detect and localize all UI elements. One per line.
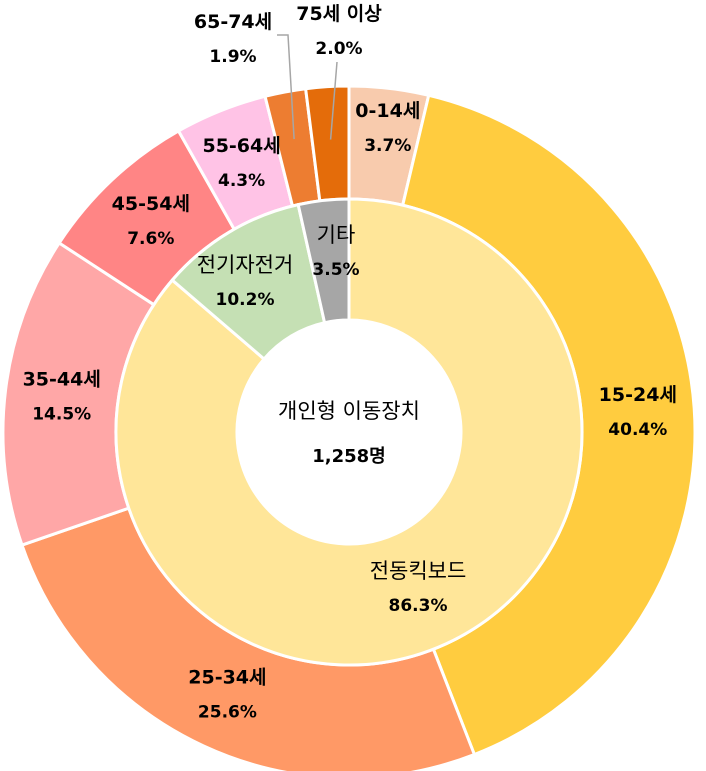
inner-value-item-2: 3.5%: [312, 260, 359, 280]
inner-value-item-1: 10.2%: [216, 290, 275, 310]
inner-labels: 전동킥보드 86.3% 전기자전거 10.2% 기타 3.5%: [197, 223, 467, 616]
outer-ring: [1, 84, 697, 771]
center-label: 개인형 이동장치 1,258명: [278, 399, 420, 467]
outer-label-15-24: 15-24세: [599, 384, 677, 406]
center-value: 1,258명: [312, 446, 386, 467]
outer-value-15-24: 40.4%: [608, 420, 667, 440]
center-title: 개인형 이동장치: [278, 399, 420, 423]
leader-line-75: [329, 61, 338, 140]
outer-label-45-54: 45-54세: [112, 193, 190, 215]
inner-value-item-0: 86.3%: [389, 596, 448, 616]
outer-value-0-14: 3.7%: [364, 136, 411, 156]
outer-label-25-34: 25-34세: [188, 667, 266, 689]
outer-value-45-54: 7.6%: [127, 229, 174, 249]
outer-labels: 0-14세 3.7% 15-24세 40.4% 25-34세 25.6% 35-44세 14.…: [23, 3, 677, 723]
inner-label-item-2: 기타: [317, 223, 356, 247]
leader-line-65-74: [277, 34, 295, 140]
inner-label-item-1: 전기자전거: [197, 253, 294, 277]
outer-value-25-34: 25.6%: [198, 703, 257, 723]
inner-label-item-0: 전동킥보드: [370, 559, 467, 583]
leader-lines: [277, 34, 338, 140]
outer-label-0-14: 0-14세: [355, 100, 420, 122]
outer-label-55-64: 55-64세: [202, 135, 280, 157]
outer-value-65-74: 1.9%: [209, 47, 256, 67]
outer-value-35-44: 14.5%: [32, 405, 91, 425]
inner-slice-item-2: [296, 197, 351, 325]
outer-value-55-64: 4.3%: [218, 171, 265, 191]
outer-label-75: 75세 이상: [296, 3, 382, 25]
inner-slice-item-0: [114, 197, 584, 667]
inner-ring: [114, 197, 584, 667]
outer-label-35-44: 35-44세: [23, 369, 101, 391]
outer-label-65-74: 65-74세: [194, 11, 272, 33]
outer-value-75: 2.0%: [315, 39, 362, 59]
